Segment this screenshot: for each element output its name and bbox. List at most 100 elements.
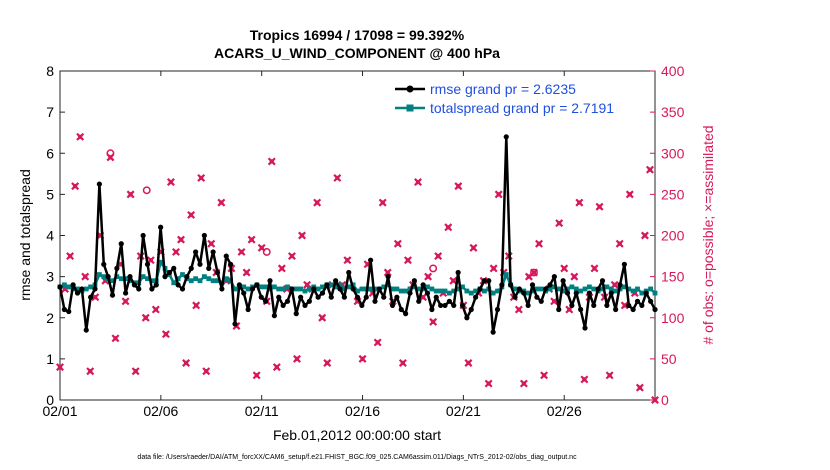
rmse-point (118, 241, 124, 247)
spread-point (608, 286, 614, 292)
rmse-point (582, 325, 588, 331)
rmse-point (66, 308, 72, 315)
rmse-point (350, 286, 356, 292)
obs-possible-marker (530, 268, 538, 277)
rmse-point (280, 302, 286, 309)
rmse-point (337, 286, 343, 292)
spread-point (201, 274, 207, 280)
rmse-point (424, 290, 431, 296)
rmse-point (171, 265, 177, 271)
rmse-point (241, 290, 247, 296)
rmse-point (455, 269, 461, 276)
obs-assimilated-marker (393, 239, 402, 248)
rmse-point (459, 302, 466, 309)
rmse-point (158, 224, 164, 230)
spread-point (298, 286, 304, 292)
spread-point (245, 286, 251, 292)
y-axis-label-left: rmse and totalspread (17, 169, 33, 301)
spread-point (464, 288, 470, 294)
rmse-point (263, 298, 269, 304)
rmse-point (634, 298, 641, 304)
spread-point (368, 286, 374, 292)
obs-possible-marker (106, 149, 115, 158)
obs-assimilated-marker (403, 256, 412, 265)
left-tick-label: 7 (46, 104, 54, 120)
rmse-point (293, 311, 299, 317)
rmse-point (438, 302, 444, 309)
spread-point (83, 286, 89, 292)
rmse-point (105, 274, 111, 280)
spread-point (263, 284, 269, 290)
spread-point (525, 290, 531, 296)
rmse-point (477, 286, 483, 292)
obs-assimilated-marker (615, 239, 624, 248)
rmse-point (219, 286, 225, 292)
spread-point (407, 286, 413, 292)
rmse-point (521, 290, 527, 296)
spread-point (88, 284, 94, 290)
spread-point (149, 278, 155, 284)
rmse-point (228, 261, 234, 267)
spread-point (600, 286, 605, 292)
chart-title-line1: Tropics 16994 / 17098 = 99.392% (250, 27, 465, 43)
spread-point (114, 274, 120, 280)
rmse-point (324, 282, 330, 288)
obs-assimilated-marker (171, 247, 180, 256)
obs-assimilated-marker (56, 363, 64, 372)
spread-point (411, 284, 417, 290)
rmse-point (276, 294, 282, 300)
spread-point (158, 259, 164, 265)
rmse-point (96, 181, 102, 187)
spread-point (346, 284, 352, 290)
spread-point (280, 286, 286, 292)
rmse-point (516, 286, 522, 292)
rmse-point (57, 284, 63, 290)
right-tick-label: 250 (661, 186, 685, 202)
obs-assimilated-marker (343, 256, 352, 265)
rmse-point (551, 274, 557, 280)
spread-point (547, 286, 553, 292)
spread-point (359, 286, 365, 292)
obs-assimilated-marker (464, 359, 473, 367)
obs-assimilated-marker (378, 198, 387, 207)
spread-point (635, 286, 640, 292)
obs-assimilated-marker (197, 173, 206, 182)
rmse-point (411, 278, 417, 284)
spread-point (293, 286, 299, 292)
x-tick-label: 02/21 (446, 403, 481, 419)
rmse-point (79, 286, 85, 292)
rmse-point (210, 249, 216, 255)
rmse-point (621, 261, 627, 267)
rmse-point (608, 290, 614, 296)
obs-assimilated-marker (333, 173, 342, 182)
spread-point (569, 284, 575, 290)
left-tick-label: 5 (46, 186, 54, 202)
obs-assimilated-marker (373, 338, 382, 347)
spread-point (473, 288, 479, 294)
obs-assimilated-marker (161, 330, 170, 339)
obs-assimilated-marker (535, 239, 544, 248)
rmse-point (630, 306, 636, 313)
right-tick-label: 0 (661, 392, 669, 408)
rmse-point (254, 282, 260, 288)
obs-assimilated-marker (484, 379, 493, 388)
spread-point (381, 284, 387, 290)
rmse-point (451, 302, 457, 309)
rmse-point (639, 302, 645, 309)
spread-point (333, 284, 339, 290)
rmse-point (341, 294, 347, 300)
obs-assimilated-marker (267, 157, 276, 166)
spread-point (328, 282, 334, 288)
spread-point (241, 284, 247, 290)
legend-spread-marker (406, 104, 414, 112)
rmse-point (136, 286, 142, 292)
rmse-point (490, 329, 496, 335)
rmse-point (534, 294, 540, 300)
spread-point (145, 276, 150, 282)
rmse-point (613, 306, 619, 313)
rmse-point (298, 294, 304, 300)
obs-assimilated-marker (414, 178, 422, 187)
obs-assimilated-marker (247, 235, 256, 244)
spread-point (538, 286, 544, 292)
obs-assimilated-marker (514, 305, 523, 314)
